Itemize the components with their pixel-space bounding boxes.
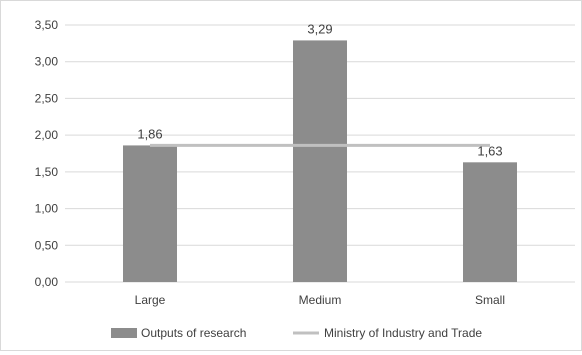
bar-chart: 0,00 0,50 1,00 1,50 2,00 2,50 3,00 3,50 1,86 3,2… bbox=[35, 18, 575, 340]
y-tick-label: 3,50 bbox=[35, 18, 59, 32]
legend-label: Outputs of research bbox=[141, 326, 246, 340]
x-tick-label: Medium bbox=[299, 293, 342, 307]
y-tick-label: 0,00 bbox=[35, 275, 59, 289]
data-label: 3,29 bbox=[307, 21, 332, 36]
bar-medium bbox=[293, 40, 347, 282]
bars bbox=[123, 40, 517, 282]
y-tick-label: 2,50 bbox=[35, 91, 59, 105]
x-axis-categories: Large Medium Small bbox=[135, 293, 505, 307]
y-tick-label: 1,00 bbox=[35, 202, 59, 216]
legend-swatch-bar bbox=[111, 328, 137, 338]
y-tick-label: 3,00 bbox=[35, 55, 59, 69]
legend-label: Ministry of Industry and Trade bbox=[324, 326, 482, 340]
y-tick-label: 2,00 bbox=[35, 128, 59, 142]
data-labels: 1,86 3,29 1,63 bbox=[137, 21, 502, 158]
x-tick-label: Small bbox=[475, 293, 505, 307]
bar-large bbox=[123, 145, 177, 282]
data-label: 1,86 bbox=[137, 126, 162, 141]
bar-small bbox=[463, 162, 517, 282]
data-label: 1,63 bbox=[477, 143, 502, 158]
x-tick-label: Large bbox=[135, 293, 166, 307]
y-tick-label: 0,50 bbox=[35, 238, 59, 252]
y-tick-label: 1,50 bbox=[35, 165, 59, 179]
legend: Outputs of research Ministry of Industry … bbox=[111, 326, 482, 340]
y-axis-ticks: 0,00 0,50 1,00 1,50 2,00 2,50 3,00 3,50 bbox=[35, 18, 59, 289]
